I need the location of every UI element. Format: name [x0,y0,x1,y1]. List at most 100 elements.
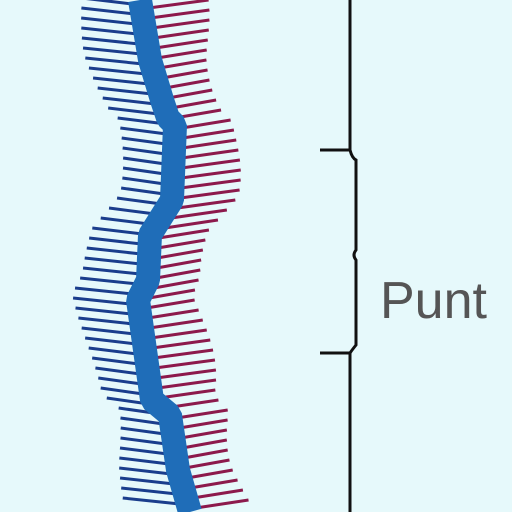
right-strand-line [147,308,199,320]
right-strand-line [181,148,239,160]
right-strand-line [182,128,235,140]
right-strand-line [181,438,228,450]
right-strand-line [180,188,240,200]
right-strand-line [155,268,201,280]
right-strand-line [157,378,217,390]
left-strand-line [120,126,167,136]
left-strand-line [88,66,147,76]
right-strand-line [176,408,228,420]
right-strand-line [181,158,241,170]
left-strand-line [88,346,138,356]
left-strand-line [85,56,144,66]
right-strand-line [156,48,207,60]
right-strand-line [150,8,210,20]
right-strand-line [146,298,195,310]
left-strand-line [120,426,165,436]
left-strand-line [79,276,139,286]
right-strand-line [180,178,241,190]
left-strand-line [81,16,137,26]
right-strand-line [158,388,216,400]
right-strand-line [158,58,207,70]
right-strand-line [149,318,203,330]
left-strand-line [81,326,135,336]
right-strand-line [181,118,231,130]
left-strand-line [122,146,167,156]
left-strand-line [81,26,138,36]
right-strand-line [154,358,216,370]
left-strand-line [122,166,166,176]
bracket-label: Punt [380,272,488,330]
left-strand-line [95,366,141,376]
right-strand-line [156,258,202,270]
right-strand-line [151,338,211,350]
right-strand-line [155,38,208,50]
left-strand-line [84,256,141,266]
right-strand-line [189,478,238,490]
right-strand-line [164,218,219,230]
right-strand-line [161,68,208,80]
right-strand-line [186,468,233,480]
left-strand-line [121,136,167,146]
right-strand-line [171,98,217,110]
left-strand-line [120,186,165,196]
left-strand-line [72,296,131,306]
left-strand-line [119,466,172,476]
left-strand-line [81,36,140,46]
right-strand-line [153,28,209,40]
left-strand-line [122,496,180,506]
left-strand-line [74,286,134,296]
left-strand-line [119,446,168,456]
right-strand-line [156,248,204,260]
right-strand-line [167,88,213,100]
right-strand-line [150,328,207,340]
left-strand-line [102,96,156,106]
left-strand-line [98,376,142,386]
bracket [320,0,358,512]
right-strand-line [182,138,237,150]
left-strand-line [120,436,167,446]
right-strand-line [153,348,214,360]
right-strand-line [151,18,210,30]
left-strand-line [122,176,165,186]
left-strand-line [82,46,142,56]
right-strand-line [157,238,206,250]
left-strand-line [120,416,164,426]
left-strand-line [100,216,150,226]
left-strand-line [91,356,140,366]
left-strand-line [100,386,144,396]
left-strand-line [121,486,178,496]
left-strand-line [92,76,150,86]
left-strand-line [92,226,143,236]
left-strand-line [108,106,159,116]
right-strand-line [195,498,249,510]
left-strand-line [88,236,142,246]
left-strand-line [78,316,134,326]
right-strand-line [153,278,199,290]
left-strand-line [116,196,162,206]
right-strand-line [184,458,230,470]
left-strand-line [119,456,170,466]
left-strand-line [84,336,137,346]
right-strand-line [156,368,217,380]
central-band [126,0,202,512]
left-strand-line [81,6,135,16]
left-strand-line [97,86,153,96]
right-strand-line [177,198,236,210]
right-strand-line [170,208,228,220]
right-strand-line [148,0,209,10]
left-strand-line [75,306,133,316]
left-strand-line [86,246,142,256]
left-strand-line [122,156,166,166]
right-strand-line [180,168,241,180]
right-strand-line [148,288,196,300]
right-strand-line [183,448,228,460]
right-strand-line [180,428,228,440]
right-strand-line [158,228,210,240]
right-strand-line [192,488,244,500]
left-strand-line [82,266,141,276]
right-strand-line [179,418,228,430]
left-strand-line [108,206,156,216]
